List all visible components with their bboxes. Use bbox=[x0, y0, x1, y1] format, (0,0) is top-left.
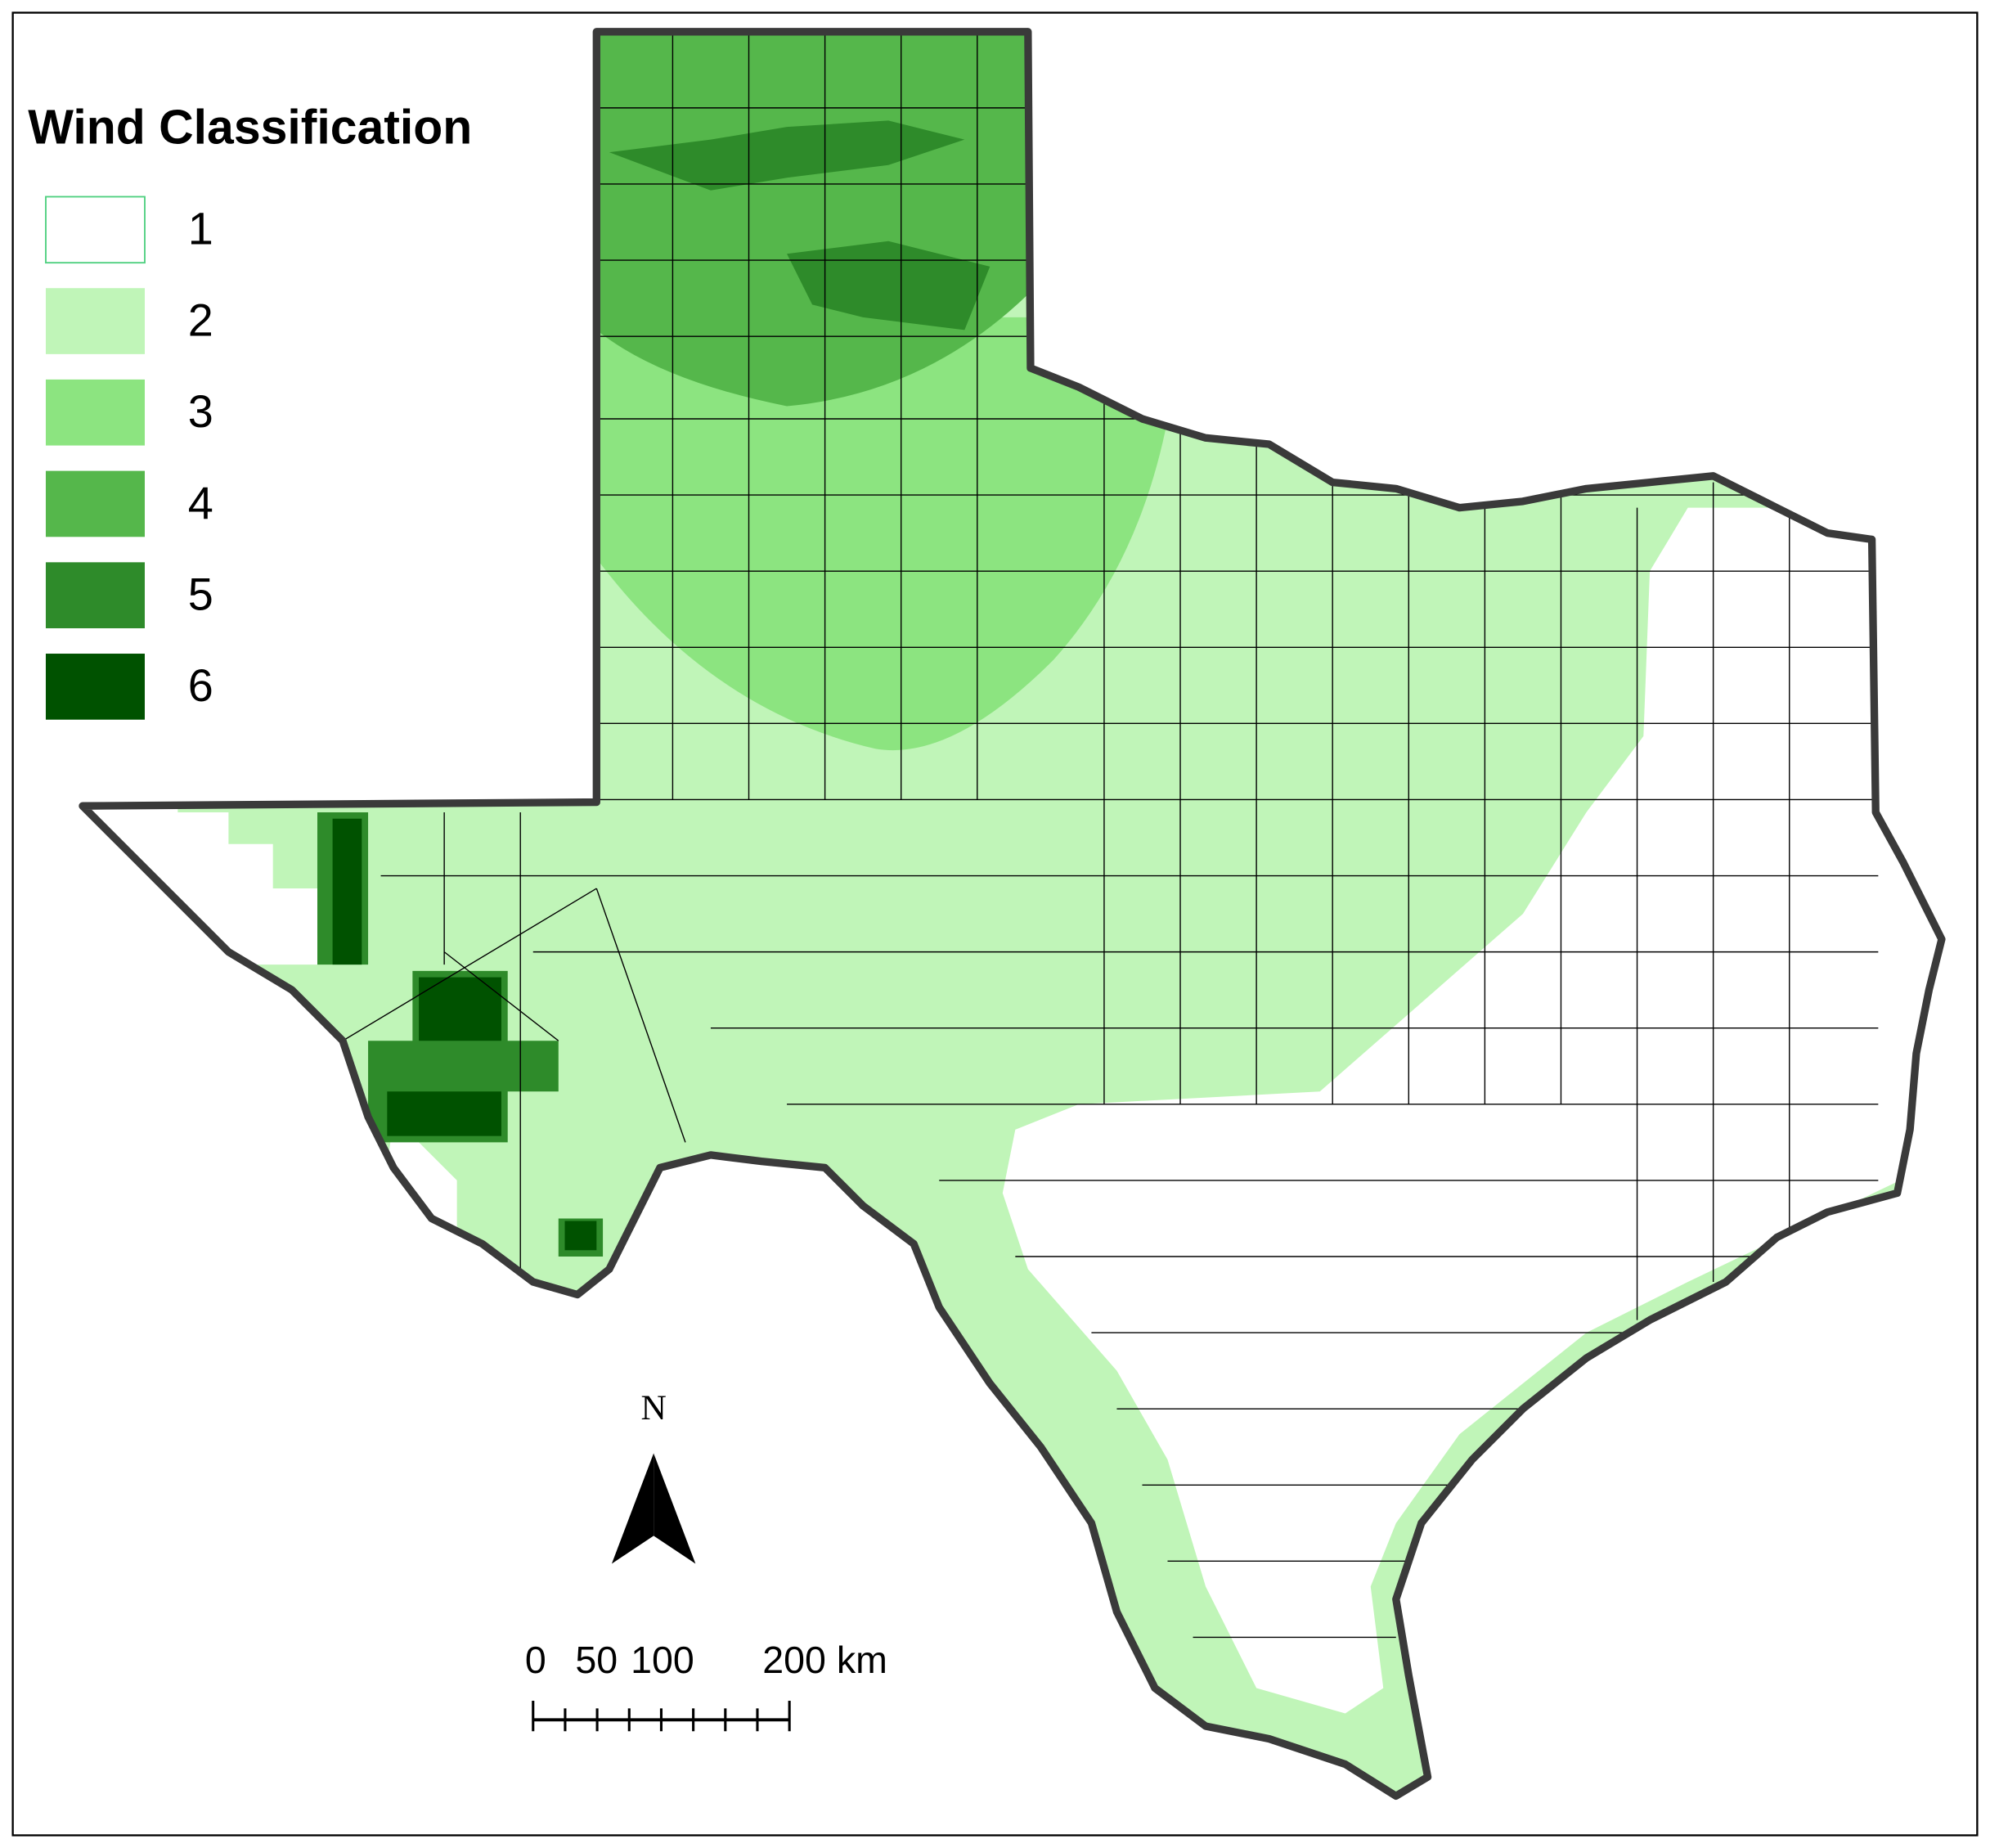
north-arrow-right bbox=[654, 1453, 696, 1564]
class-5-panhandle bbox=[609, 120, 991, 330]
legend-swatch bbox=[45, 562, 145, 628]
legend-label: 4 bbox=[188, 477, 213, 528]
legend-swatch bbox=[45, 470, 145, 537]
legend-label: 5 bbox=[188, 569, 213, 620]
scale-label: 50 bbox=[575, 1639, 618, 1681]
legend-swatch bbox=[45, 654, 145, 720]
scale-bar: 0 50 100 200 km bbox=[525, 1639, 887, 1732]
legend-swatch bbox=[45, 196, 146, 264]
legend-label: 2 bbox=[188, 294, 213, 345]
legend: 1 2 3 4 5 6 bbox=[45, 196, 213, 720]
legend-title: Wind Classification bbox=[28, 101, 472, 154]
north-label: N bbox=[640, 1388, 666, 1428]
legend-swatch bbox=[45, 379, 145, 446]
county-lines bbox=[342, 31, 1879, 1639]
class-3-area bbox=[596, 317, 1181, 751]
class-1-area bbox=[1002, 507, 1942, 1714]
scale-label: 100 bbox=[631, 1639, 694, 1681]
legend-swatch bbox=[45, 288, 145, 354]
legend-label: 6 bbox=[188, 659, 213, 711]
legend-label: 3 bbox=[188, 385, 213, 437]
class-6-west bbox=[332, 818, 597, 1251]
scale-label: 0 bbox=[525, 1639, 546, 1681]
legend-label: 1 bbox=[188, 203, 213, 254]
scale-label: 200 km bbox=[762, 1639, 887, 1681]
